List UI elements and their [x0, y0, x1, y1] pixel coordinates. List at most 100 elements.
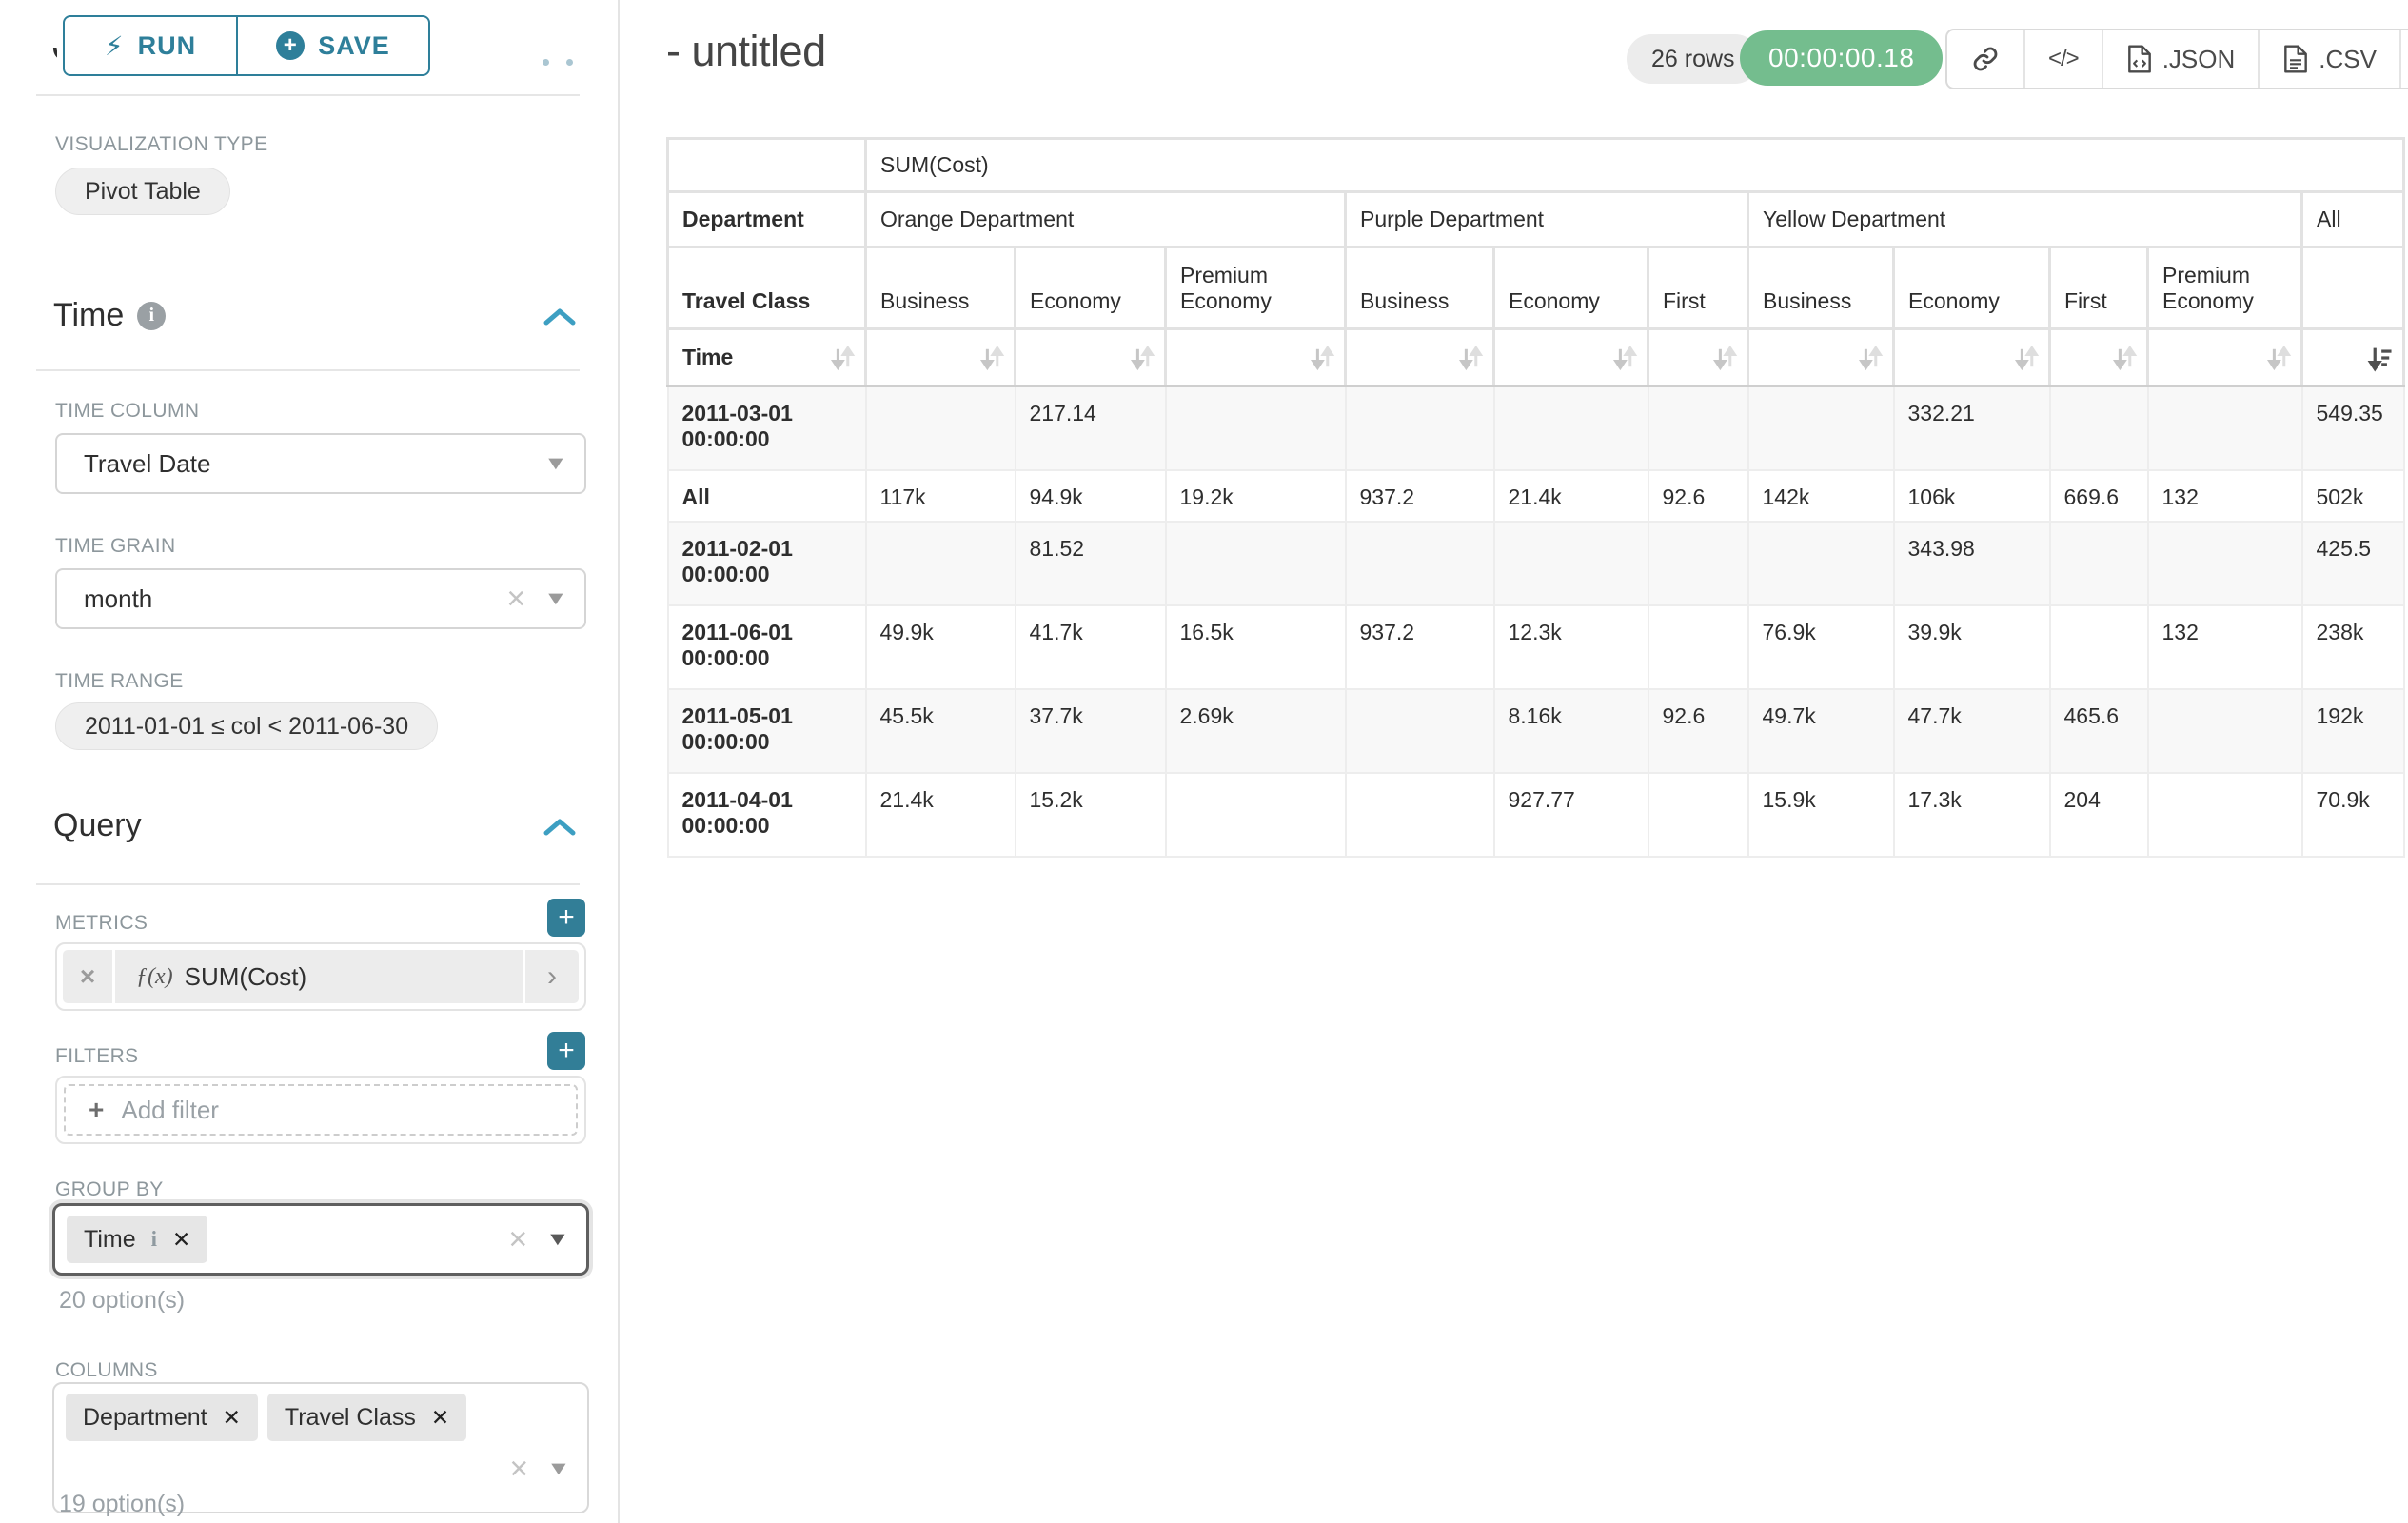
- sort-arrows-icon[interactable]: [2012, 344, 2041, 372]
- sort-arrows-icon[interactable]: [1856, 344, 1885, 372]
- travel-class-row-header: Travel Class: [666, 246, 867, 330]
- chart-title[interactable]: - untitled: [666, 27, 826, 75]
- travel-class-header: Premium Economy: [1164, 246, 1347, 330]
- visualization-type-chip[interactable]: Pivot Table: [55, 168, 230, 215]
- pivot-value-cell: 12.3k: [1492, 603, 1649, 690]
- remove-chip-icon[interactable]: ✕: [222, 1404, 241, 1430]
- code-icon: </>: [2048, 46, 2080, 71]
- pivot-value-cell: 92.6: [1647, 468, 1749, 523]
- pivot-value-cell: 16.5k: [1164, 603, 1347, 690]
- row-count-badge: 26 rows: [1627, 34, 1760, 84]
- pivot-value-cell: [1647, 603, 1749, 690]
- chevron-down-icon[interactable]: ▼: [546, 1457, 571, 1479]
- lightning-icon: ⚡: [104, 30, 125, 61]
- sort-arrows-icon[interactable]: [1308, 344, 1336, 372]
- pivot-value-cell: 549.35: [2300, 385, 2405, 471]
- chevron-up-icon[interactable]: [543, 307, 576, 327]
- chevron-down-icon[interactable]: ▼: [543, 452, 568, 474]
- sort-arrows-icon[interactable]: [1128, 344, 1156, 372]
- sort-cell: [2146, 327, 2303, 387]
- clear-icon[interactable]: ×: [508, 1221, 528, 1257]
- row-label-cell: 2011-02-01 00:00:00: [666, 520, 867, 606]
- pivot-value-cell: [2048, 603, 2149, 690]
- query-section-title: Query: [53, 807, 142, 843]
- pivot-value-cell: [2146, 385, 2303, 471]
- metric-control: × ƒ(x) SUM(Cost) ›: [55, 942, 586, 1011]
- pivot-value-cell: 106k: [1892, 468, 2051, 523]
- columns-select[interactable]: Department ✕ Travel Class ✕ × ▼: [52, 1382, 589, 1513]
- pivot-value-cell: 92.6: [1647, 687, 1749, 774]
- sort-cell: [1647, 327, 1749, 387]
- table-row: 2011-02-01 00:00:00 81.52 343.98 425.5: [666, 520, 2405, 606]
- time-grain-select[interactable]: month × ▼: [55, 568, 586, 629]
- sort-arrows-icon[interactable]: [1710, 344, 1739, 372]
- pivot-value-cell: 343.98: [1892, 520, 2051, 606]
- sort-descending-icon[interactable]: [2366, 344, 2395, 372]
- pivot-value-cell: [1344, 520, 1495, 606]
- add-filter-plus-button[interactable]: +: [547, 1032, 585, 1070]
- plus-circle-icon: +: [276, 31, 306, 60]
- sort-cell: [1164, 327, 1347, 387]
- export-csv-button[interactable]: .CSV: [2260, 30, 2401, 88]
- save-button[interactable]: + SAVE: [237, 15, 430, 76]
- chip-travel-class[interactable]: Travel Class ✕: [266, 1394, 467, 1441]
- chip-time[interactable]: Time i ✕: [67, 1216, 208, 1263]
- time-row-header: Time: [666, 327, 867, 387]
- pivot-value-cell: 238k: [2300, 603, 2405, 690]
- sort-arrows-icon[interactable]: [1456, 344, 1485, 372]
- chevron-up-icon[interactable]: [543, 817, 576, 838]
- run-button[interactable]: ⚡ RUN: [63, 15, 237, 76]
- sort-arrows-icon[interactable]: [2264, 344, 2293, 372]
- pivot-value-cell: [1747, 520, 1895, 606]
- add-metric-button[interactable]: +: [547, 899, 585, 937]
- pivot-value-cell: [2146, 520, 2303, 606]
- pivot-value-cell: 49.9k: [864, 603, 1016, 690]
- sort-arrows-icon[interactable]: [828, 344, 857, 372]
- travel-class-header: Business: [1747, 246, 1895, 330]
- sort-cell: [2048, 327, 2149, 387]
- sort-arrows-icon[interactable]: [977, 344, 1006, 372]
- pivot-value-cell: [1344, 385, 1495, 471]
- more-menu-button[interactable]: [2401, 30, 2408, 88]
- add-filter-button[interactable]: + Add filter: [64, 1084, 578, 1136]
- plus-icon: +: [89, 1095, 105, 1124]
- divider: [36, 369, 580, 371]
- pivot-value-cell: 132: [2146, 603, 2303, 690]
- chevron-down-icon[interactable]: ▼: [543, 587, 568, 609]
- clear-icon[interactable]: ×: [506, 581, 526, 617]
- remove-chip-icon[interactable]: ✕: [430, 1404, 450, 1430]
- info-icon[interactable]: i: [150, 1227, 158, 1251]
- time-range-chip[interactable]: 2011-01-01 ≤ col < 2011-06-30: [55, 702, 439, 750]
- travel-class-header: First: [2048, 246, 2149, 330]
- chevron-down-icon[interactable]: ▼: [545, 1228, 570, 1250]
- embed-code-button[interactable]: </>: [2025, 30, 2103, 88]
- control-panel: Chart Type ⚡ RUN + SAVE VISUALIZATION TY…: [0, 0, 620, 1523]
- pivot-value-cell: 37.7k: [1014, 687, 1167, 774]
- edit-metric-chevron-icon[interactable]: ›: [525, 950, 579, 1003]
- metric-chip[interactable]: ƒ(x) SUM(Cost): [115, 950, 523, 1003]
- share-link-button[interactable]: [1947, 30, 2025, 88]
- pivot-value-cell: 8.16k: [1492, 687, 1649, 774]
- sort-cell: [1492, 327, 1649, 387]
- sort-arrows-icon[interactable]: [2110, 344, 2139, 372]
- time-grain-label: TIME GRAIN: [55, 535, 176, 557]
- row-label-cell: 2011-03-01 00:00:00: [666, 385, 867, 471]
- clear-icon[interactable]: ×: [509, 1451, 529, 1487]
- remove-chip-icon[interactable]: ✕: [172, 1226, 191, 1252]
- sort-arrows-icon[interactable]: [1610, 344, 1639, 372]
- department-group-header: Purple Department: [1344, 190, 1749, 248]
- panel-resize-handle[interactable]: [543, 59, 573, 66]
- pivot-value-cell: 94.9k: [1014, 468, 1167, 523]
- time-column-select[interactable]: Travel Date ▼: [55, 433, 586, 494]
- pivot-value-cell: 2.69k: [1164, 687, 1347, 774]
- remove-metric-icon[interactable]: ×: [63, 950, 112, 1003]
- pivot-value-cell: 217.14: [1014, 385, 1167, 471]
- pivot-value-cell: 937.2: [1344, 603, 1495, 690]
- pivot-value-cell: [1164, 771, 1347, 858]
- group-by-select[interactable]: Time i ✕ × ▼: [52, 1203, 589, 1276]
- group-by-label: GROUP BY: [55, 1178, 164, 1200]
- department-group-header: Yellow Department: [1747, 190, 2303, 248]
- chip-department[interactable]: Department ✕: [66, 1394, 258, 1441]
- export-json-button[interactable]: .JSON: [2103, 30, 2260, 88]
- pivot-value-cell: [1344, 687, 1495, 774]
